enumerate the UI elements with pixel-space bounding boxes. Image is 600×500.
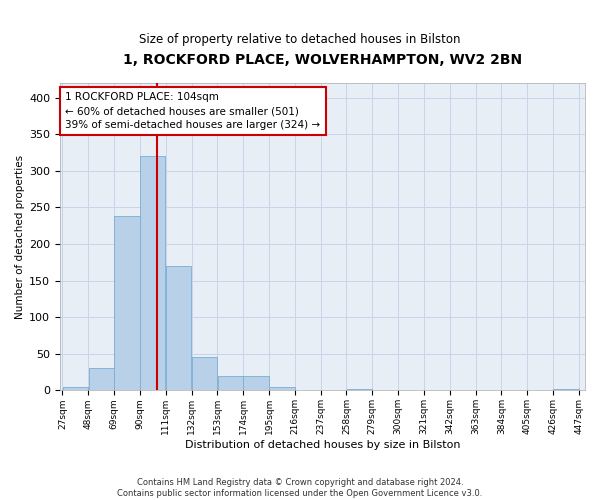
Bar <box>269 387 295 390</box>
Bar <box>166 266 191 390</box>
Bar <box>115 216 140 390</box>
Y-axis label: Number of detached properties: Number of detached properties <box>15 154 25 319</box>
Bar <box>347 389 372 390</box>
Bar <box>63 387 88 390</box>
Title: 1, ROCKFORD PLACE, WOLVERHAMPTON, WV2 2BN: 1, ROCKFORD PLACE, WOLVERHAMPTON, WV2 2B… <box>123 52 522 66</box>
Bar <box>244 376 269 390</box>
Bar <box>553 389 578 390</box>
Bar <box>140 156 166 390</box>
Bar <box>89 368 114 390</box>
X-axis label: Distribution of detached houses by size in Bilston: Distribution of detached houses by size … <box>185 440 460 450</box>
Text: 1 ROCKFORD PLACE: 104sqm
← 60% of detached houses are smaller (501)
39% of semi-: 1 ROCKFORD PLACE: 104sqm ← 60% of detach… <box>65 92 320 130</box>
Bar <box>218 376 243 390</box>
Text: Contains HM Land Registry data © Crown copyright and database right 2024.
Contai: Contains HM Land Registry data © Crown c… <box>118 478 482 498</box>
Text: Size of property relative to detached houses in Bilston: Size of property relative to detached ho… <box>139 32 461 46</box>
Bar <box>192 358 217 390</box>
